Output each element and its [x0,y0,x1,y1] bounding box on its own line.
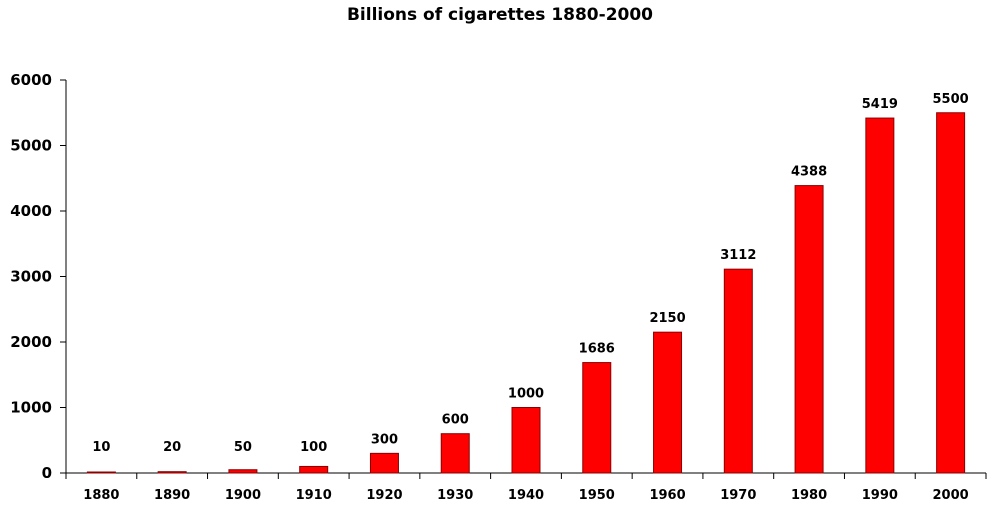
data-label: 600 [442,413,469,428]
y-tick-label: 3000 [10,268,52,286]
x-tick-label: 1990 [862,488,898,503]
x-tick-label: 1960 [649,488,685,503]
bar-1930 [440,433,470,474]
data-label: 1000 [508,387,544,402]
data-label: 10 [92,440,110,455]
bar-1990 [865,117,895,474]
data-label: 4388 [791,165,827,180]
data-label: 20 [163,440,181,455]
y-tick-label: 4000 [10,202,52,220]
x-tick-label: 1980 [791,488,827,503]
bar-1880 [86,471,116,474]
data-label: 5500 [933,92,969,107]
bar-1900 [228,469,258,474]
x-tick-label: 1950 [579,488,615,503]
y-tick-label: 0 [42,464,52,482]
x-tick-label: 1930 [437,488,473,503]
x-tick-label: 1890 [154,488,190,503]
bar-1940 [511,407,541,474]
bar-1970 [723,268,753,474]
data-label: 1686 [579,342,615,357]
y-tick-label: 2000 [10,333,52,351]
data-labels: 10 20 50 100 300 600 1000 1686 2150 3112 4388 5419 5… [92,92,968,455]
bar-1920 [369,452,399,474]
data-label: 300 [371,432,398,447]
x-tick-label: 1880 [83,488,119,503]
bar-1980 [794,185,824,474]
bar-2000 [936,112,966,474]
data-label: 5419 [862,97,898,112]
x-tick-label: 1910 [296,488,332,503]
y-axis: 0 1000 2000 3000 4000 5000 6000 [10,71,67,482]
x-tick-label: 1920 [366,488,402,503]
bar-1960 [653,331,683,474]
bar-1950 [582,362,612,474]
x-tick-label: 2000 [933,488,969,503]
bar-1910 [299,465,329,474]
x-tick-label: 1970 [720,488,756,503]
y-tick-label: 6000 [10,71,52,89]
x-axis: 1880 1890 1900 1910 1920 1930 1940 1950 1960 1970… [65,472,987,503]
bar-1890 [157,471,187,474]
x-tick-label: 1900 [225,488,261,503]
y-tick-label: 1000 [10,399,52,417]
data-label: 50 [234,440,252,455]
x-tick-label: 1940 [508,488,544,503]
data-label: 2150 [649,311,685,326]
y-tick-label: 5000 [10,137,52,155]
bar-series [86,112,966,474]
chart-title: Billions of cigarettes 1880-2000 [347,5,653,25]
data-label: 100 [300,440,327,455]
data-label: 3112 [720,248,756,263]
